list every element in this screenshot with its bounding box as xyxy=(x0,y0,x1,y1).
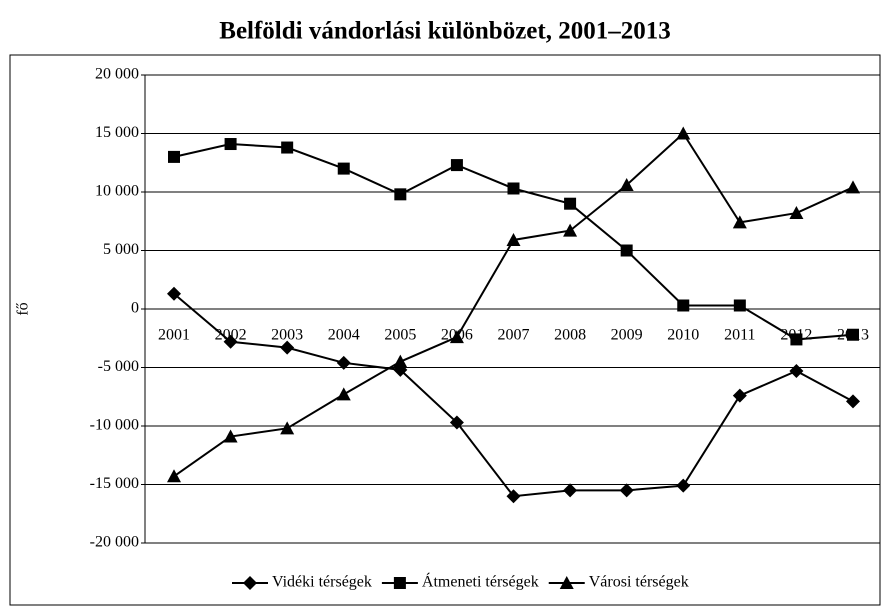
marker xyxy=(846,394,860,409)
x-tick-label: 2003 xyxy=(271,327,303,344)
y-tick-label: -10 000 xyxy=(90,417,139,434)
y-axis-label: fő xyxy=(15,302,32,315)
y-tick-label: 20 000 xyxy=(95,66,139,83)
x-tick-label: 2001 xyxy=(158,327,190,344)
legend-label: Átmeneti térségek xyxy=(422,572,539,591)
x-tick-label: 2008 xyxy=(554,327,586,344)
marker xyxy=(507,182,520,195)
marker xyxy=(393,354,408,368)
marker xyxy=(280,421,295,435)
marker xyxy=(619,177,634,191)
marker xyxy=(223,429,238,443)
marker xyxy=(281,141,294,154)
y-tick-label: -20 000 xyxy=(90,534,139,551)
y-tick-label: -5 000 xyxy=(98,358,139,375)
marker xyxy=(733,299,746,312)
marker xyxy=(563,223,578,237)
marker xyxy=(559,576,574,589)
legend-label: Vidéki térségek xyxy=(272,574,372,591)
y-tick-label: 5 000 xyxy=(103,241,139,258)
marker xyxy=(224,138,237,151)
x-tick-label: 2010 xyxy=(667,327,699,344)
marker xyxy=(620,244,633,257)
marker xyxy=(563,483,578,498)
marker xyxy=(564,197,577,210)
marker xyxy=(167,286,181,301)
marker xyxy=(676,478,691,493)
marker xyxy=(789,206,804,220)
marker xyxy=(168,150,180,163)
marker xyxy=(676,126,691,140)
y-tick-label: 0 xyxy=(131,300,139,317)
marker xyxy=(847,328,859,341)
marker xyxy=(167,469,181,483)
marker xyxy=(506,232,521,246)
marker xyxy=(619,483,634,498)
x-tick-label: 2009 xyxy=(611,327,643,344)
y-tick-label: 10 000 xyxy=(95,183,139,200)
x-tick-label: 2004 xyxy=(328,327,360,344)
marker xyxy=(677,299,690,312)
marker xyxy=(789,364,804,379)
marker xyxy=(732,215,747,229)
marker xyxy=(790,333,803,346)
y-tick-label: -15 000 xyxy=(90,475,139,492)
marker xyxy=(337,162,350,175)
chart-title: Belföldi vándorlási különbözet, 2001–201… xyxy=(219,18,670,45)
marker xyxy=(449,415,464,430)
marker xyxy=(393,577,406,589)
marker xyxy=(846,180,860,194)
marker xyxy=(243,576,257,590)
x-tick-label: 2007 xyxy=(498,327,530,344)
marker xyxy=(223,334,238,349)
marker xyxy=(732,388,747,403)
marker xyxy=(450,159,463,172)
chart-border xyxy=(9,54,881,606)
x-tick-label: 2011 xyxy=(724,327,755,344)
marker xyxy=(336,387,351,401)
marker xyxy=(506,489,521,504)
marker xyxy=(449,330,464,344)
series-line xyxy=(173,293,854,498)
x-tick-label: 2005 xyxy=(384,327,416,344)
marker xyxy=(280,340,295,355)
marker xyxy=(336,355,351,370)
marker xyxy=(394,188,407,201)
legend-label: Városi térségek xyxy=(589,574,689,591)
y-tick-label: 15 000 xyxy=(95,124,139,141)
